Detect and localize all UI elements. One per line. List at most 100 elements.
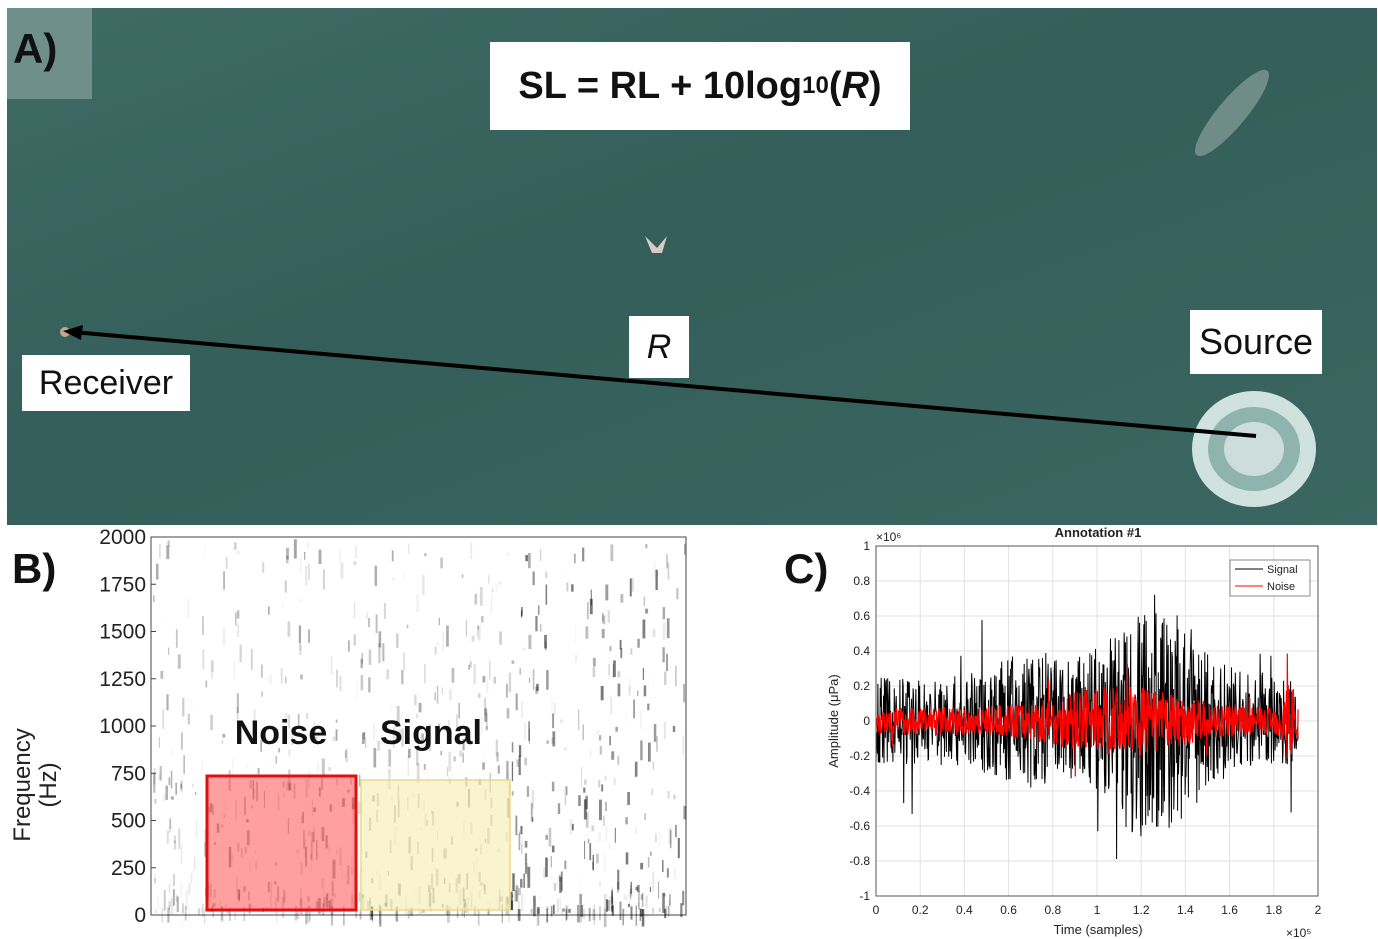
spec-texture-mark [641,892,644,907]
spec-texture-mark [248,663,250,669]
spec-texture-mark [446,625,449,647]
spec-texture-mark [182,697,185,717]
spec-texture-mark [347,865,350,885]
spec-texture-mark [617,869,620,890]
spec-texture-mark [416,749,419,766]
spec-texture-mark [514,889,518,902]
spec-texture-mark [416,763,420,783]
spec-texture-mark [476,907,480,915]
spec-texture-mark [611,906,613,910]
spec-texture-mark [591,825,595,832]
spec-texture-mark [288,782,292,791]
spec-texture-mark [675,824,677,838]
spec-texture-mark [551,698,554,716]
spec-texture-mark [520,878,523,888]
spec-texture-mark [482,675,486,683]
spec-texture-mark [299,644,302,651]
x-tick-label: 0.6 [1000,903,1017,917]
spec-texture-mark [284,713,288,724]
spec-texture-mark [557,803,561,814]
spec-texture-mark [440,750,443,756]
spec-texture-mark [528,553,531,569]
y-tick-label: -0.4 [849,784,870,798]
spec-texture-mark [350,867,354,877]
spec-texture-mark [236,693,239,713]
spec-texture-mark [668,906,670,917]
spec-texture-mark [644,813,646,820]
spec-texture-mark [520,826,523,835]
spec-texture-mark [175,895,178,902]
spec-texture-mark [235,612,237,626]
spec-texture-mark [485,726,488,731]
spec-texture-mark [216,823,220,833]
spec-texture-mark [536,907,540,914]
y-tick-label: -0.6 [849,819,870,833]
spec-texture-mark [645,544,648,549]
spec-texture-mark [252,780,255,800]
spec-texture-mark [318,549,322,565]
spec-texture-mark [339,675,342,692]
spec-texture-mark [551,845,555,853]
x-tick-label: 0 [873,903,880,917]
spec-texture-mark [192,783,194,788]
spec-texture-mark [277,793,280,811]
spec-texture-mark [477,909,480,926]
spec-texture-mark [153,873,156,879]
spec-texture-mark [498,581,501,585]
spec-texture-mark [166,545,170,560]
spec-texture-mark [235,800,237,821]
spec-texture-mark [531,789,535,809]
spec-texture-mark [320,775,323,791]
spec-texture-mark [532,669,535,691]
x-tick-label: 1 [1094,903,1101,917]
x-tick-label: 1.8 [1265,903,1282,917]
spec-texture-mark [222,733,226,738]
spec-texture-mark [609,646,612,652]
spec-texture-mark [305,847,307,867]
spec-texture-mark [194,856,196,871]
x-tick-label: 1.4 [1177,903,1194,917]
spec-texture-mark [608,895,612,902]
spec-texture-mark [169,818,172,829]
spec-texture-mark [667,790,670,799]
spec-texture-mark [451,667,455,683]
spec-texture-mark [486,679,489,694]
spec-texture-mark [231,853,233,868]
spec-texture-mark [358,826,360,835]
spec-texture-mark [610,697,612,715]
spec-texture-mark [653,724,657,742]
spec-texture-mark [313,825,315,844]
spec-texture-mark [323,877,324,896]
spec-texture-mark [583,787,586,793]
receiver-label: Receiver [22,355,190,411]
spec-texture-mark [282,792,286,799]
chart-title: Annotation #1 [1055,525,1142,540]
spec-texture-mark [684,543,686,555]
spec-texture-mark [307,905,310,923]
spec-texture-mark [637,638,640,648]
spec-texture-mark [237,889,241,900]
spec-texture-mark [666,653,668,672]
spec-texture-mark [220,906,224,923]
spec-texture-mark [625,817,628,825]
spec-texture-mark [622,908,624,926]
spec-texture-mark [288,749,291,757]
spec-texture-mark [609,843,611,850]
spec-texture-mark [351,856,354,874]
spec-texture-mark [196,704,198,710]
spec-texture-mark [520,893,524,912]
spec-texture-mark [300,862,303,875]
spec-texture-mark [299,898,303,914]
spec-texture-mark [517,909,521,921]
spec-texture-mark [587,602,589,620]
spec-texture-mark [237,550,240,555]
spec-texture-mark [414,694,417,706]
spec-texture-mark [326,893,328,900]
spec-texture-mark [662,860,664,873]
spec-texture-mark [371,906,373,920]
spec-texture-mark [539,866,542,869]
spec-texture-mark [546,908,548,923]
spec-texture-mark [168,827,171,833]
spec-texture-mark [488,575,490,584]
spec-texture-mark [207,807,210,813]
